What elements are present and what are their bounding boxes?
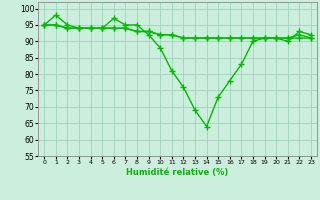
X-axis label: Humidité relative (%): Humidité relative (%) xyxy=(126,168,229,177)
